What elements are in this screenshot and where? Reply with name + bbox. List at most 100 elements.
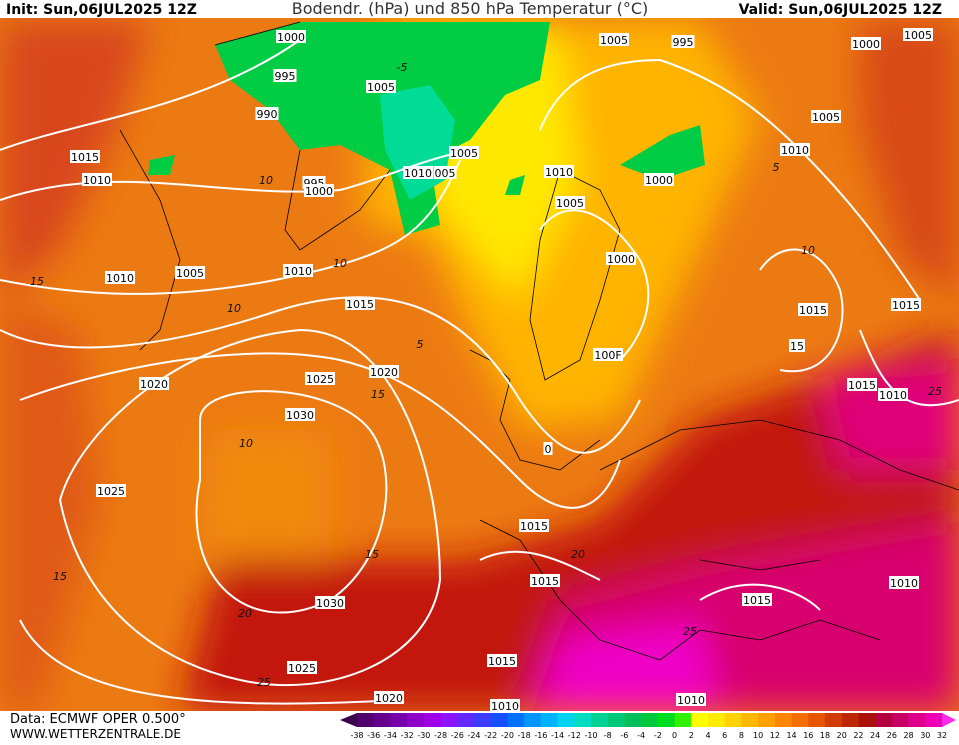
colorbar-label: -36: [367, 731, 380, 740]
temperature-label: 25: [683, 625, 697, 638]
colorbar-label: -22: [484, 731, 497, 740]
colorbar-label: -12: [568, 731, 581, 740]
isobar-label: 1000: [607, 253, 635, 266]
isobar-label: 1015: [346, 298, 374, 311]
colorbar-label: 10: [753, 731, 763, 740]
isobar-label-box: [315, 596, 345, 609]
colorbar-end: [942, 713, 956, 727]
colorbar-label: 16: [803, 731, 813, 740]
isobar-label: 1020: [140, 378, 168, 391]
temperature-label: 15: [53, 570, 67, 583]
isobar-label-box: [285, 408, 315, 421]
colorbar-label: -26: [451, 731, 464, 740]
isobar-label-box: [851, 37, 881, 50]
colorbar-label: 2: [689, 731, 694, 740]
colorbar-label: -2: [654, 731, 662, 740]
colorbar-cell: [758, 713, 776, 727]
colorbar-label: -24: [467, 731, 480, 740]
colorbar-cell: [474, 713, 492, 727]
colorbar-label: -38: [350, 731, 363, 740]
colorbar-cell: [774, 713, 793, 727]
isobar-label-box: [543, 442, 553, 455]
colorbar-cell: [657, 713, 676, 727]
isobar-label: 1000: [277, 31, 305, 44]
colorbar-cell: [507, 713, 525, 727]
temperature-label: 10: [259, 174, 273, 187]
colorbar-cell: [591, 713, 609, 727]
isobar-label: 1005: [904, 29, 932, 42]
colorbar-label: -16: [534, 731, 547, 740]
isobar-label: 1030: [286, 409, 314, 422]
temperature-label: 20: [571, 548, 585, 561]
colorbar-label: 22: [853, 731, 863, 740]
temperature-label: 25: [928, 385, 942, 398]
isobar-label: 0: [545, 443, 552, 456]
colorbar-label: 14: [786, 731, 796, 740]
isobar-label: 990: [257, 108, 278, 121]
isobar-label: 1015: [531, 575, 559, 588]
colorbar-cell: [641, 713, 659, 727]
isobar-label-box: [530, 574, 560, 587]
isobar-label-box: [599, 33, 629, 46]
colorbar-cell: [691, 713, 709, 727]
valid-time: Valid: Sun,06JUL2025 12Z: [739, 2, 942, 18]
temperature-label: 15: [365, 548, 379, 561]
isobar-label-box: [544, 165, 574, 178]
isobar-label: 1020: [375, 692, 403, 705]
isobar-label-box: [671, 35, 695, 48]
isobar-label-box: [449, 146, 479, 159]
colorbar-label: -32: [401, 731, 414, 740]
isobar-label-box: [304, 184, 334, 197]
isobar-label-box: [889, 576, 919, 589]
isobar-label-box: [593, 348, 623, 361]
colorbar-label: -4: [637, 731, 645, 740]
isobar-label-box: [606, 252, 636, 265]
isobar-label: 1010: [284, 265, 312, 278]
colorbar-label: 24: [870, 731, 880, 740]
isobar-label-box: [305, 372, 335, 385]
colorbar-cell: [858, 713, 876, 727]
isobar-label: 1030: [316, 597, 344, 610]
colorbar-label: -6: [620, 731, 628, 740]
colorbar-cell: [557, 713, 575, 727]
isobar-label: 1005: [176, 267, 204, 280]
temperature-label: -5: [397, 61, 408, 74]
isobar-label-box: [487, 654, 517, 667]
colorbar-label: -34: [384, 731, 397, 740]
isobar-label: 005: [435, 167, 456, 180]
isobar-label: 1015: [848, 379, 876, 392]
isobar-label: 1010: [106, 272, 134, 285]
isobar-label: 1010: [404, 167, 432, 180]
colorbar-cell: [741, 713, 759, 727]
temperature-label: 25: [257, 676, 271, 689]
colorbar-label: 32: [937, 731, 947, 740]
colorbar-label: -20: [501, 731, 514, 740]
isobar-label-box: [276, 30, 306, 43]
isobar-label: 1000: [645, 174, 673, 187]
colorbar-cell: [423, 713, 442, 727]
colorbar-cell: [875, 713, 893, 727]
isobar-label: 995: [275, 70, 296, 83]
colorbar-label: 26: [887, 731, 897, 740]
isobar-label: 1010: [890, 577, 918, 590]
temperature-label: 10: [239, 437, 253, 450]
isobar-label-box: [798, 303, 828, 316]
isobar-label-box: [287, 661, 317, 674]
colorbar-cell: [574, 713, 592, 727]
temperature-label: 5: [417, 338, 424, 351]
colorbar-cell: [825, 713, 843, 727]
isobar-label: 1010: [83, 174, 111, 187]
isobar-label-box: [139, 377, 169, 390]
colorbar-cell: [373, 713, 391, 727]
isobar-label-box: [433, 166, 457, 179]
temperature-label: 10: [227, 302, 241, 315]
isobar-label-box: [374, 691, 404, 704]
colorbar-cell: [808, 713, 826, 727]
colorbar-cell: [841, 713, 859, 727]
colorbar: -38 -36 -34 -32 -30 -28 -26 -24 -22 -20 -18 -16 -14-…: [340, 713, 956, 740]
colorbar-cell: [524, 713, 542, 727]
colorbar-cell: [925, 713, 943, 727]
colorbar-label: 12: [770, 731, 780, 740]
